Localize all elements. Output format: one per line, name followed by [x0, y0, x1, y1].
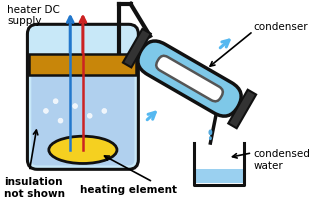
- FancyBboxPatch shape: [156, 56, 223, 102]
- Circle shape: [73, 104, 78, 109]
- Bar: [123, 30, 151, 68]
- Bar: [228, 90, 256, 129]
- Bar: [29, 54, 136, 76]
- Circle shape: [44, 109, 48, 114]
- Text: heating element: heating element: [80, 184, 177, 194]
- Bar: [196, 169, 242, 183]
- FancyBboxPatch shape: [27, 25, 138, 169]
- FancyBboxPatch shape: [138, 42, 241, 117]
- Ellipse shape: [208, 130, 212, 136]
- Circle shape: [58, 119, 63, 123]
- Text: insulation
not shown: insulation not shown: [4, 176, 65, 198]
- Text: condensed
water: condensed water: [253, 148, 310, 170]
- Ellipse shape: [49, 137, 117, 164]
- Bar: [194, 143, 244, 185]
- Circle shape: [102, 109, 107, 114]
- Text: condenser: condenser: [253, 22, 308, 32]
- Circle shape: [53, 99, 58, 104]
- FancyBboxPatch shape: [31, 67, 135, 166]
- Circle shape: [87, 114, 92, 119]
- Ellipse shape: [209, 137, 212, 140]
- Text: heater DC
supply: heater DC supply: [7, 5, 60, 26]
